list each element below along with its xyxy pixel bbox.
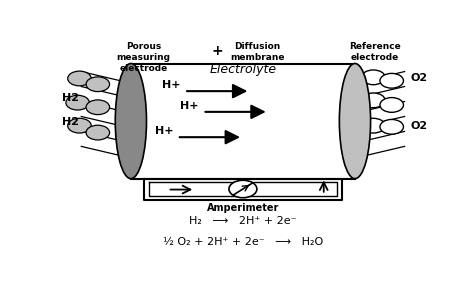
Circle shape — [380, 74, 403, 88]
Text: H+: H+ — [155, 126, 173, 136]
Text: Amperimeter: Amperimeter — [207, 204, 279, 213]
Circle shape — [362, 118, 385, 133]
Text: ½ O₂ + 2H⁺ + 2e⁻   ⟶   H₂O: ½ O₂ + 2H⁺ + 2e⁻ ⟶ H₂O — [163, 237, 323, 247]
Text: Reference
electrode: Reference electrode — [349, 42, 401, 62]
Circle shape — [362, 93, 385, 108]
Text: H+: H+ — [162, 80, 181, 90]
Text: O2: O2 — [410, 74, 427, 83]
Text: H₂   ⟶   2H⁺ + 2e⁻: H₂ ⟶ 2H⁺ + 2e⁻ — [189, 216, 297, 226]
Circle shape — [86, 77, 109, 91]
Circle shape — [86, 125, 109, 140]
Circle shape — [68, 71, 91, 86]
Text: Electrolyte: Electrolyte — [210, 63, 276, 76]
Bar — [131, 63, 355, 179]
Text: Diffusion
membrane: Diffusion membrane — [230, 42, 285, 62]
Circle shape — [380, 120, 403, 134]
Ellipse shape — [115, 63, 146, 179]
Circle shape — [66, 95, 90, 110]
Text: Porous
measuring
electrode: Porous measuring electrode — [117, 42, 171, 73]
Ellipse shape — [339, 63, 371, 179]
Circle shape — [68, 118, 91, 133]
Circle shape — [229, 180, 257, 198]
Text: H2: H2 — [62, 93, 79, 103]
Text: +: + — [211, 44, 223, 58]
Text: H2: H2 — [62, 117, 79, 127]
Circle shape — [380, 97, 403, 112]
Text: O2: O2 — [410, 121, 427, 131]
Circle shape — [86, 100, 109, 115]
Circle shape — [362, 70, 385, 85]
Text: H+: H+ — [180, 101, 199, 111]
